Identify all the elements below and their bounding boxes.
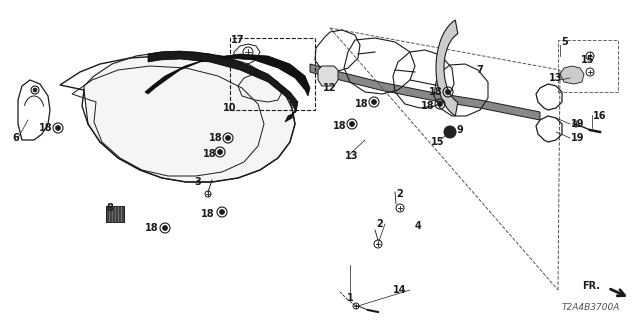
Text: 3: 3 [195, 177, 202, 187]
Text: 18: 18 [203, 149, 217, 159]
Text: 13: 13 [345, 151, 359, 161]
Circle shape [444, 126, 456, 138]
Text: 2: 2 [397, 189, 403, 199]
Circle shape [225, 135, 230, 140]
Text: 1: 1 [347, 293, 353, 303]
Text: 7: 7 [477, 65, 483, 75]
Circle shape [349, 122, 355, 126]
Text: T2A4B3700A: T2A4B3700A [562, 303, 620, 312]
Circle shape [445, 90, 451, 94]
Circle shape [56, 125, 61, 131]
Circle shape [371, 100, 376, 105]
Circle shape [438, 101, 442, 107]
Text: 16: 16 [593, 111, 607, 121]
Text: 5: 5 [562, 37, 568, 47]
Text: 18: 18 [145, 223, 159, 233]
Polygon shape [84, 52, 295, 182]
Text: 2: 2 [376, 219, 383, 229]
Text: 18: 18 [39, 123, 53, 133]
Text: 18: 18 [421, 101, 435, 111]
Text: 13: 13 [549, 73, 563, 83]
Text: 18: 18 [209, 133, 223, 143]
Polygon shape [318, 66, 338, 86]
Text: 15: 15 [581, 55, 595, 65]
Text: 4: 4 [415, 221, 421, 231]
Text: FR.: FR. [582, 281, 600, 291]
Text: 19: 19 [572, 133, 585, 143]
Text: 18: 18 [201, 209, 215, 219]
Text: 17: 17 [231, 35, 244, 45]
Text: 18: 18 [429, 87, 443, 97]
Text: 9: 9 [456, 125, 463, 135]
Text: 10: 10 [223, 103, 237, 113]
Polygon shape [310, 64, 540, 120]
Text: 6: 6 [13, 133, 19, 143]
Polygon shape [145, 54, 310, 96]
Text: 19: 19 [572, 119, 585, 129]
Circle shape [220, 210, 225, 214]
Text: 12: 12 [323, 83, 337, 93]
Bar [106, 206, 124, 222]
Circle shape [218, 149, 223, 155]
Text: 18: 18 [333, 121, 347, 131]
Text: 18: 18 [355, 99, 369, 109]
Circle shape [163, 226, 168, 230]
Text: 14: 14 [393, 285, 407, 295]
Polygon shape [148, 51, 298, 122]
Circle shape [33, 88, 37, 92]
Polygon shape [560, 66, 584, 84]
Text: 8: 8 [107, 203, 113, 213]
Polygon shape [436, 20, 458, 116]
Text: 15: 15 [431, 137, 445, 147]
